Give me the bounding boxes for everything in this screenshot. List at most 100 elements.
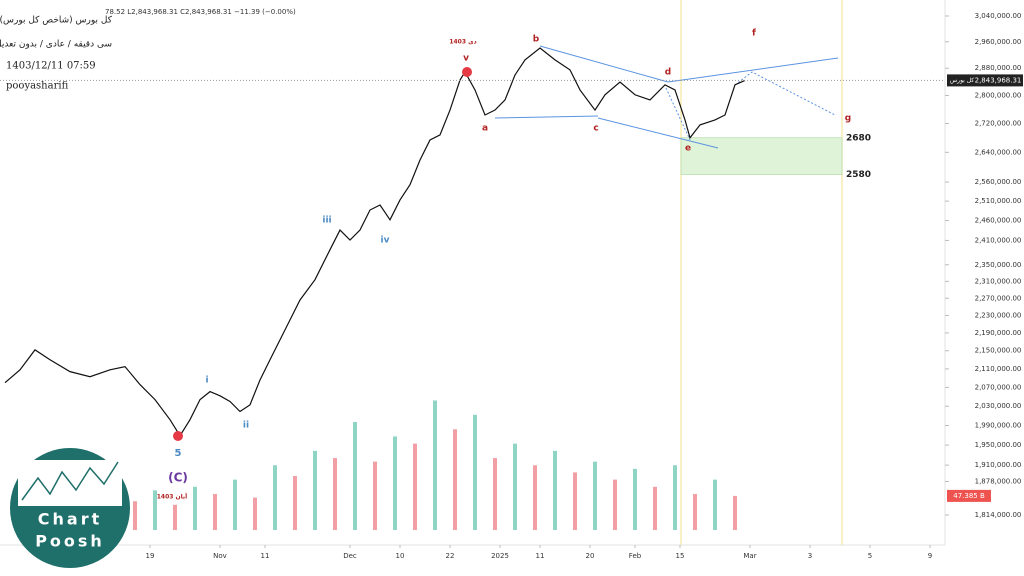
- timestamp: 1403/12/11 07:59: [6, 61, 96, 72]
- y-tick-label: 2,880,000.00: [975, 64, 1022, 72]
- x-tick-label: Mar: [743, 552, 756, 560]
- y-tick-label: 2,960,000.00: [975, 38, 1022, 46]
- volume-bar: [693, 494, 697, 530]
- volume-bar: [533, 465, 537, 530]
- x-tick-label: 19: [146, 552, 155, 560]
- x-tick-label: 11: [261, 552, 270, 560]
- series-name: کل بورس: [950, 77, 974, 84]
- volume-bar: [193, 486, 197, 530]
- level-label: 2680: [846, 133, 871, 143]
- wave-label: a: [482, 124, 488, 134]
- trend-line: [667, 57, 839, 83]
- y-tick-label: 1,878,000.00: [975, 477, 1022, 485]
- volume-bar: [293, 476, 297, 530]
- pivot-dot: [462, 67, 472, 77]
- wave-label: v: [463, 54, 469, 64]
- x-tick-label: 2025: [491, 552, 509, 560]
- subtitle: سی دقیقه / عادی / بدون تعدیل: [0, 40, 112, 50]
- y-tick-label: 2,030,000.00: [975, 402, 1022, 410]
- volume-bar: [233, 479, 237, 530]
- wave-label: (C): [168, 471, 188, 485]
- volume-bar: [373, 461, 377, 530]
- volume-bar: [613, 479, 617, 530]
- wave-label: 1403 دی: [449, 39, 476, 46]
- author: pooyasharifi: [6, 81, 69, 92]
- volume-bar: [473, 414, 477, 530]
- y-tick-label: 1,814,000.00: [975, 511, 1022, 519]
- ohlc-text: 78.52 L2,843,968.31 C2,843,968.31 −11.39…: [105, 8, 296, 16]
- x-tick-label: Feb: [629, 552, 642, 560]
- pivot-dot: [173, 431, 183, 441]
- volume-bar: [633, 468, 637, 530]
- volume-bar: [493, 458, 497, 530]
- volume-bar: [273, 465, 277, 530]
- wave-label: b: [533, 35, 540, 45]
- volume-bar: [673, 465, 677, 530]
- y-tick-label: 1,910,000.00: [975, 461, 1022, 469]
- wave-label: g: [845, 114, 851, 124]
- x-tick-label: 11: [536, 552, 545, 560]
- x-tick-label: 15: [676, 552, 685, 560]
- wave-label: c: [593, 124, 598, 134]
- volume-bar: [313, 450, 317, 530]
- volume-tag-bg: [947, 489, 991, 502]
- wave-label: d: [665, 68, 671, 78]
- volume-tag: 47.385 B: [953, 492, 985, 500]
- y-tick-label: 2,110,000.00: [975, 365, 1022, 373]
- y-tick-label: 2,800,000.00: [975, 91, 1022, 99]
- wave-label: ii: [243, 421, 249, 431]
- logo: Chart Poosh: [10, 448, 130, 568]
- y-tick-label: 2,460,000.00: [975, 217, 1022, 225]
- y-tick-label: 2,410,000.00: [975, 236, 1022, 244]
- volume-bar: [173, 504, 177, 530]
- x-tick-label: 22: [446, 552, 455, 560]
- trend-line: [494, 115, 599, 119]
- x-tick-label: Dec: [343, 552, 357, 560]
- y-tick-label: 2,310,000.00: [975, 277, 1022, 285]
- volume-bar: [393, 436, 397, 530]
- trend-line: [665, 87, 691, 141]
- volume-bar: [513, 443, 517, 530]
- volume-bar: [553, 450, 557, 530]
- price-tag: 2,843,968.31: [975, 76, 1022, 84]
- y-tick-label: 1,990,000.00: [975, 421, 1022, 429]
- x-tick-label: 5: [868, 552, 872, 560]
- volume-bar: [653, 486, 657, 530]
- logo-line: [21, 461, 119, 501]
- trend-line: [539, 45, 669, 83]
- volume-bar: [413, 443, 417, 530]
- wave-label: 5: [175, 448, 182, 459]
- volume-bar: [453, 429, 457, 530]
- y-tick-label: 3,040,000.00: [975, 12, 1022, 20]
- wave-label: e: [685, 144, 691, 154]
- y-tick-label: 2,190,000.00: [975, 329, 1022, 337]
- wave-label: iii: [322, 216, 331, 226]
- y-tick-label: 2,150,000.00: [975, 347, 1022, 355]
- y-tick-label: 1,950,000.00: [975, 441, 1022, 449]
- x-tick-label: 3: [808, 552, 812, 560]
- wave-label: i: [205, 376, 208, 386]
- volume-bar: [353, 422, 357, 530]
- price-line: [4, 47, 746, 437]
- wave-label: f: [752, 29, 756, 39]
- y-tick-label: 2,070,000.00: [975, 383, 1022, 391]
- y-tick-label: 2,510,000.00: [975, 197, 1022, 205]
- trend-line: [597, 117, 719, 149]
- y-tick-label: 2,270,000.00: [975, 294, 1022, 302]
- y-tick-label: 2,230,000.00: [975, 311, 1022, 319]
- y-tick-label: 2,560,000.00: [975, 178, 1022, 186]
- support-zone: [680, 137, 843, 175]
- price-axis-panel: [945, 0, 1024, 576]
- price-tag-bg: [947, 74, 1023, 87]
- logo-text: Chart: [38, 510, 102, 529]
- wave-label: 1403 آبان: [157, 492, 188, 501]
- y-tick-label: 2,640,000.00: [975, 148, 1022, 156]
- volume-bar: [733, 495, 737, 530]
- y-tick-label: 2,720,000.00: [975, 119, 1022, 127]
- volume-bar: [713, 479, 717, 530]
- chart-title: کل بورس (شاخص کل بورس): [0, 16, 113, 26]
- x-tick-label: 9: [928, 552, 932, 560]
- volume-bar: [333, 458, 337, 530]
- level-label: 2580: [846, 170, 871, 180]
